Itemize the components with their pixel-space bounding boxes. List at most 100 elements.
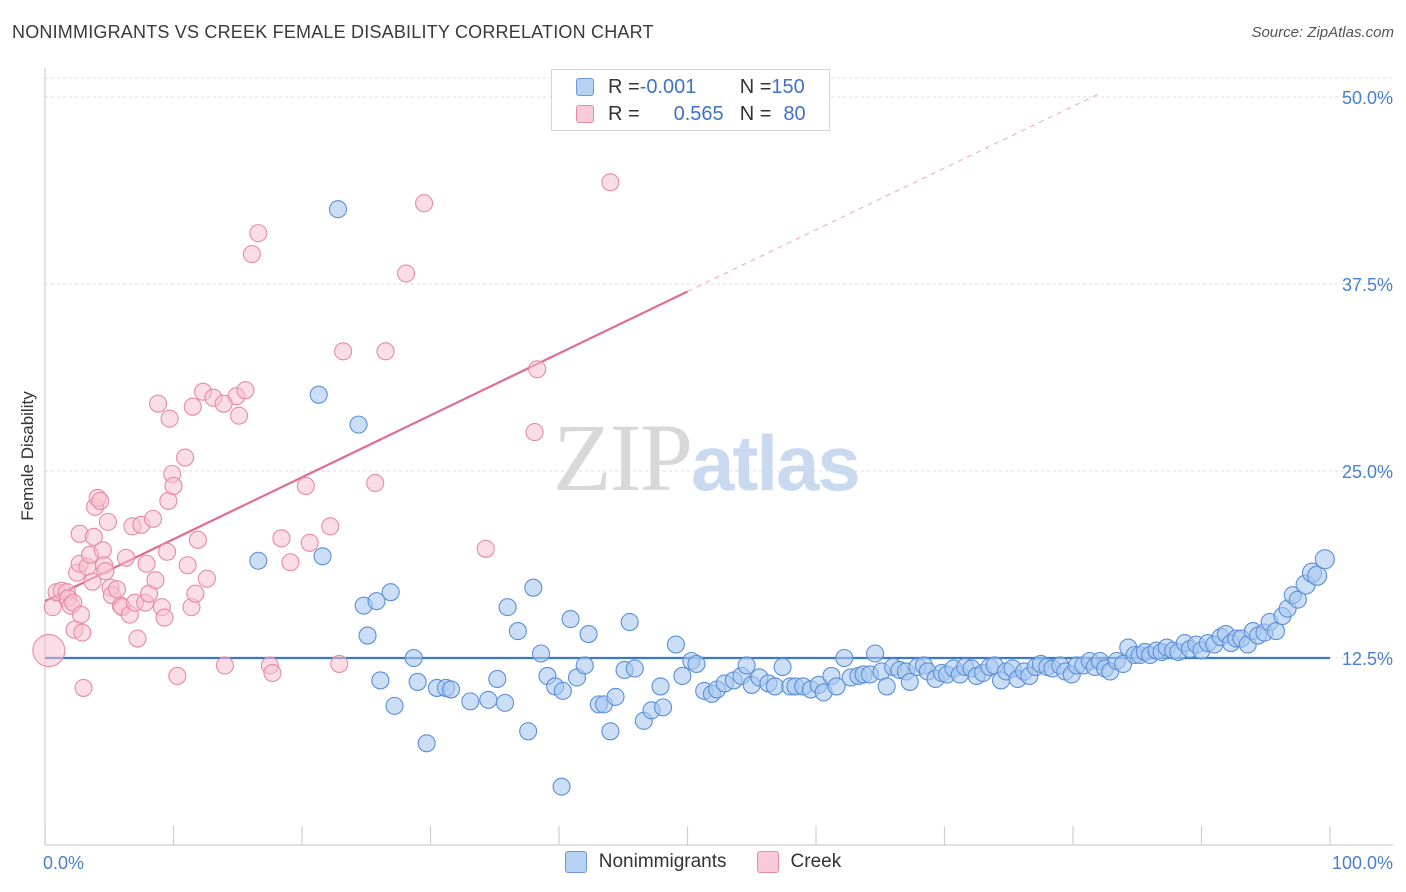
grid-lines [45, 77, 1393, 659]
creek-point [96, 562, 115, 581]
legend-r-label: R = [608, 75, 640, 98]
nonimmigrants-point [1314, 549, 1335, 570]
legend-r-value: 0.565 [673, 102, 724, 125]
source-label: Source: ZipAtlas.com [1251, 24, 1394, 41]
creek-point [300, 533, 319, 552]
nonimmigrants-point [309, 385, 328, 404]
nonimmigrants-point [877, 677, 896, 696]
nonimmigrants-point [579, 625, 598, 644]
creek-point [321, 517, 340, 536]
y-tick-label: 37.5% [1342, 275, 1393, 295]
nonimmigrants-point [408, 672, 427, 691]
y-tick-label: 12.5% [1342, 649, 1393, 669]
x-tick-label: 100.0% [1332, 853, 1393, 873]
nonimmigrants-point [866, 644, 885, 663]
watermark: ZIPatlas [553, 402, 861, 513]
legend-r-value: -0.001 [639, 75, 697, 98]
legend-row-creek: R = 0.565 N = 80 [576, 101, 806, 127]
creek-point [74, 678, 93, 697]
nonimmigrants-point [737, 656, 756, 675]
nonimmigrants-point [666, 635, 685, 654]
nonimmigrants-point [495, 693, 515, 712]
nonimmigrants-point [561, 610, 580, 629]
creek-point [601, 173, 620, 192]
nonimmigrants-point [385, 696, 404, 715]
watermark-atlas: atlas [691, 419, 861, 507]
nonimmigrants-point [417, 734, 436, 753]
creek-point [160, 409, 179, 428]
nonimmigrants-point [524, 578, 543, 597]
creek-point [376, 342, 395, 361]
bottom-legend-creek: Creek [756, 851, 842, 873]
creek-point [158, 542, 177, 561]
creek-point [296, 476, 315, 496]
nonimmigrants-point [381, 583, 400, 602]
nonimmigrants-point [765, 677, 784, 696]
creek-point [186, 584, 205, 603]
nonimmigrants-point [328, 200, 348, 219]
creek-point [176, 448, 195, 467]
nonimmigrants-point [498, 598, 517, 617]
bottom-legend-swatch-pink [756, 851, 779, 873]
creek-point [197, 569, 216, 588]
creek-point [215, 656, 234, 675]
nonimmigrants-point [654, 698, 673, 717]
nonimmigrants-point [371, 671, 390, 690]
nonimmigrants-point [313, 547, 332, 566]
nonimmigrants-point [620, 613, 639, 632]
creek-trend-line-extension [687, 93, 1099, 292]
x-tick-label: 0.0% [43, 853, 84, 873]
nonimmigrants-points [249, 200, 1335, 796]
creek-point [168, 666, 187, 686]
creek-point [107, 580, 127, 599]
creek-point [155, 608, 174, 627]
bottom-legend-label: Creek [790, 851, 842, 872]
creek-point [188, 530, 207, 549]
nonimmigrants-point [651, 677, 670, 696]
creek-point [214, 394, 233, 413]
creek-point [272, 529, 291, 548]
creek-point [397, 264, 416, 283]
chart-title: NONIMMIGRANTS VS CREEK FEMALE DISABILITY… [12, 22, 654, 42]
creek-point [83, 572, 102, 591]
creek-point [146, 571, 165, 590]
creek-point [137, 554, 156, 573]
creek-point [476, 539, 495, 558]
legend-swatch-blue [576, 78, 594, 96]
nonimmigrants-point [900, 672, 919, 691]
nonimmigrants-point [1307, 565, 1328, 586]
y-tick-label: 25.0% [1342, 462, 1393, 482]
bottom-legend: Nonimmigrants Creek [0, 851, 1406, 873]
creek-point [43, 598, 62, 617]
trend-lines [44, 93, 1330, 660]
legend: R = -0.001 N = 150 R = 0.565 N = 80 [551, 69, 830, 131]
creek-point [91, 491, 110, 510]
creek-point [525, 423, 544, 442]
y-tick-label: 50.0% [1342, 88, 1393, 108]
creek-point [415, 194, 434, 213]
creek-point [183, 397, 202, 416]
nonimmigrants-point [835, 648, 854, 668]
axes [44, 68, 1393, 846]
nonimmigrants-point [687, 654, 706, 674]
nonimmigrants-point [601, 722, 620, 741]
creek-point [98, 512, 118, 531]
nonimmigrants-point [575, 656, 594, 675]
nonimmigrants-point [552, 777, 571, 796]
nonimmigrants-point [827, 677, 846, 696]
creek-point [263, 663, 282, 683]
creek-point [528, 360, 547, 379]
nonimmigrants-point [367, 592, 386, 611]
creek-point [143, 509, 162, 528]
nonimmigrants-point [349, 415, 368, 434]
nonimmigrants-point [488, 669, 507, 688]
nonimmigrants-point [249, 551, 268, 570]
nonimmigrants-point [479, 690, 498, 709]
watermark-zip: ZIP [553, 404, 693, 511]
legend-swatch-pink [576, 105, 594, 123]
creek-point [249, 224, 268, 243]
nonimmigrants-point [773, 657, 792, 677]
creek-point [178, 556, 197, 575]
nonimmigrants-point [1266, 622, 1286, 641]
